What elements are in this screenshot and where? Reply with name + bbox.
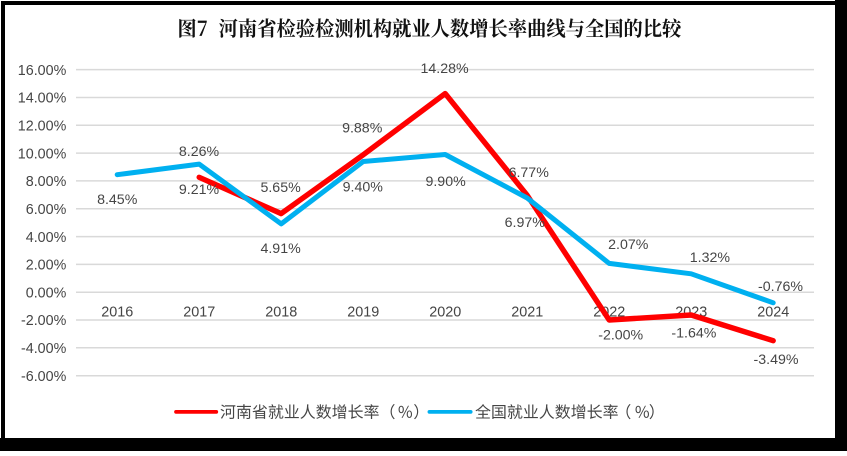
- svg-text:2024: 2024: [757, 305, 789, 321]
- svg-text:2016: 2016: [101, 305, 133, 321]
- svg-text:-2.00%: -2.00%: [21, 313, 67, 329]
- svg-text:9.21%: 9.21%: [179, 182, 220, 198]
- svg-text:5.65%: 5.65%: [260, 180, 301, 196]
- svg-text:14.28%: 14.28%: [421, 61, 470, 77]
- svg-text:2020: 2020: [429, 305, 461, 321]
- svg-text:1.32%: 1.32%: [690, 250, 731, 266]
- svg-text:4.00%: 4.00%: [26, 230, 67, 246]
- svg-text:16.00%: 16.00%: [18, 63, 67, 79]
- svg-text:-0.76%: -0.76%: [758, 279, 803, 295]
- svg-text:-2.00%: -2.00%: [598, 327, 643, 343]
- svg-text:10.00%: 10.00%: [18, 146, 67, 162]
- svg-text:6.00%: 6.00%: [26, 202, 67, 218]
- svg-text:8.45%: 8.45%: [97, 192, 138, 208]
- svg-text:8.00%: 8.00%: [26, 174, 67, 190]
- svg-text:2018: 2018: [265, 305, 297, 321]
- svg-text:2019: 2019: [347, 305, 379, 321]
- svg-text:14.00%: 14.00%: [18, 91, 67, 107]
- svg-text:-3.49%: -3.49%: [754, 352, 799, 368]
- svg-text:2.07%: 2.07%: [608, 237, 649, 253]
- svg-text:9.90%: 9.90%: [425, 174, 466, 190]
- svg-text:6.97%: 6.97%: [505, 215, 546, 231]
- svg-text:-1.64%: -1.64%: [671, 326, 716, 342]
- svg-text:2.00%: 2.00%: [26, 258, 67, 274]
- svg-text:9.88%: 9.88%: [342, 121, 383, 137]
- svg-text:9.40%: 9.40%: [343, 180, 384, 196]
- svg-text:0.00%: 0.00%: [26, 285, 67, 301]
- svg-text:-6.00%: -6.00%: [21, 369, 67, 385]
- svg-text:8.26%: 8.26%: [179, 144, 220, 160]
- svg-text:2021: 2021: [511, 305, 543, 321]
- svg-text:6.77%: 6.77%: [509, 165, 550, 181]
- svg-text:-4.00%: -4.00%: [21, 341, 67, 357]
- svg-text:2017: 2017: [183, 305, 215, 321]
- svg-text:12.00%: 12.00%: [18, 119, 67, 135]
- svg-text:4.91%: 4.91%: [260, 241, 301, 257]
